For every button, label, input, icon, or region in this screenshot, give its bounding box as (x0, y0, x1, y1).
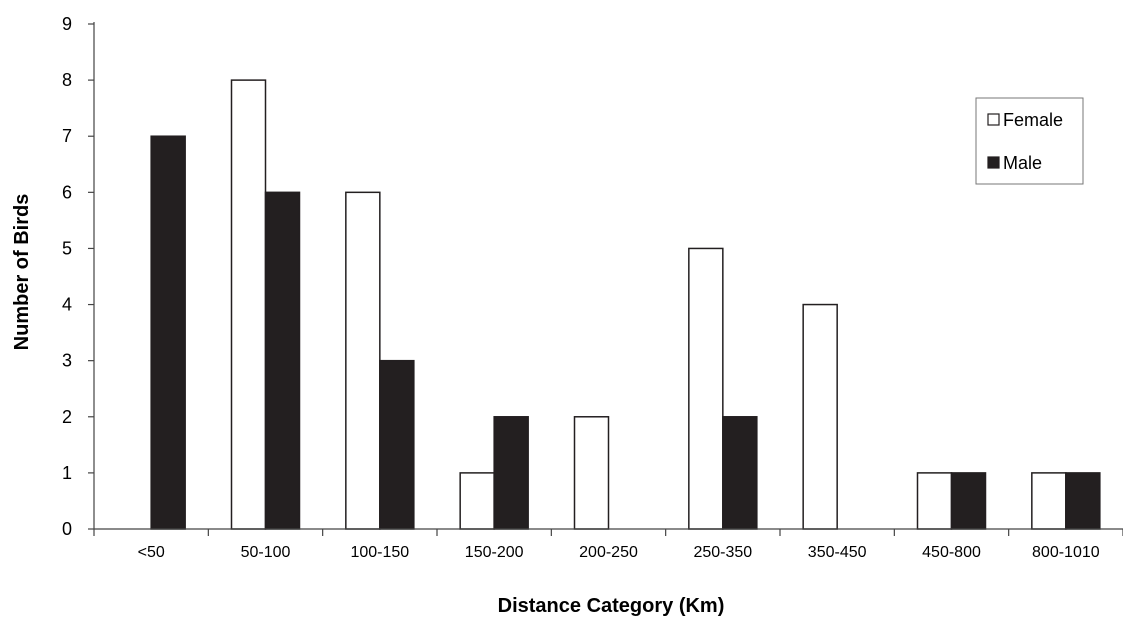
x-tick-label: 450-800 (922, 544, 981, 561)
bar-female-1 (232, 80, 266, 529)
bar-female-3 (460, 473, 494, 529)
legend-swatch-female (988, 114, 999, 125)
x-tick-label: 800-1010 (1032, 544, 1100, 561)
bar-male-3 (494, 417, 528, 529)
bar-female-6 (803, 305, 837, 529)
y-tick-label: 7 (62, 126, 72, 146)
y-tick-label: 6 (62, 182, 72, 202)
y-tick-label: 9 (62, 14, 72, 34)
bar-female-4 (575, 417, 609, 529)
y-tick-label: 1 (62, 463, 72, 483)
bar-male-0 (151, 136, 185, 529)
bar-male-8 (1066, 473, 1100, 529)
bar-male-2 (380, 361, 414, 529)
bar-female-5 (689, 248, 723, 529)
bar-female-8 (1032, 473, 1066, 529)
x-tick-label: 50-100 (241, 544, 291, 561)
bar-female-7 (918, 473, 952, 529)
legend-label-male: Male (1003, 153, 1042, 173)
x-tick-label: <50 (138, 544, 165, 561)
y-tick-label: 4 (62, 295, 72, 315)
x-tick-label: 100-150 (350, 544, 409, 561)
legend: Female Male (976, 98, 1083, 184)
y-tick-label: 0 (62, 519, 72, 539)
legend-label-female: Female (1003, 110, 1063, 130)
legend-swatch-male (988, 157, 999, 168)
y-tick-label: 8 (62, 70, 72, 90)
bar-female-2 (346, 192, 380, 529)
y-tick-label: 5 (62, 238, 72, 258)
x-tick-label: 150-200 (465, 544, 524, 561)
bar-male-7 (952, 473, 986, 529)
x-tick-label: 250-350 (693, 544, 752, 561)
x-tick-label: 350-450 (808, 544, 867, 561)
bar-male-5 (723, 417, 757, 529)
bars-layer (151, 80, 1100, 529)
x-tick-label: 200-250 (579, 544, 638, 561)
y-tick-label: 2 (62, 407, 72, 427)
y-tick-label: 3 (62, 351, 72, 371)
y-axis-title: Number of Birds (11, 194, 33, 351)
x-axis-title: Distance Category (Km) (498, 595, 725, 617)
bar-male-1 (266, 192, 300, 529)
